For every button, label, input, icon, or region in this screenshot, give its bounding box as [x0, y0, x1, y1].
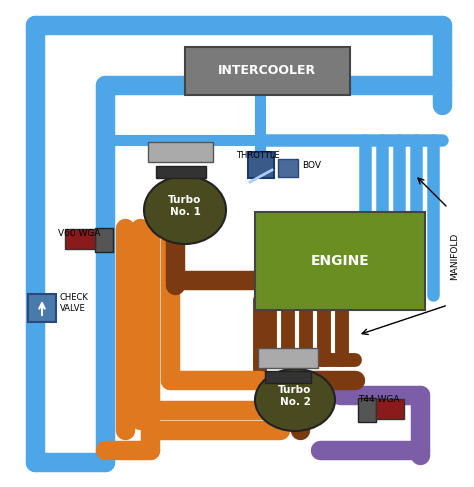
Text: THROTTLE: THROTTLE [236, 150, 280, 160]
Text: Turbo
No. 1: Turbo No. 1 [168, 195, 202, 217]
Bar [255, 212, 425, 310]
Ellipse shape [144, 176, 226, 244]
Bar [265, 371, 311, 383]
Bar [185, 47, 350, 95]
Text: ENGINE: ENGINE [310, 254, 369, 268]
Text: BOV: BOV [302, 161, 321, 169]
Bar [65, 229, 95, 249]
Ellipse shape [255, 369, 335, 431]
Text: Turbo
No. 2: Turbo No. 2 [278, 385, 312, 407]
Bar [358, 398, 376, 422]
Text: T44 WGA: T44 WGA [358, 395, 400, 405]
Bar [28, 294, 56, 322]
Bar [156, 166, 206, 178]
Text: MANIFOLD: MANIFOLD [450, 232, 459, 280]
Bar [95, 228, 113, 252]
Bar [148, 142, 213, 162]
Bar [258, 348, 318, 368]
Text: INTERCOOLER: INTERCOOLER [218, 64, 316, 77]
Text: CHECK
VALVE: CHECK VALVE [60, 293, 89, 313]
Bar [278, 159, 298, 177]
Bar [376, 399, 404, 419]
Bar [248, 152, 274, 178]
Text: V60 WGA: V60 WGA [58, 228, 100, 238]
